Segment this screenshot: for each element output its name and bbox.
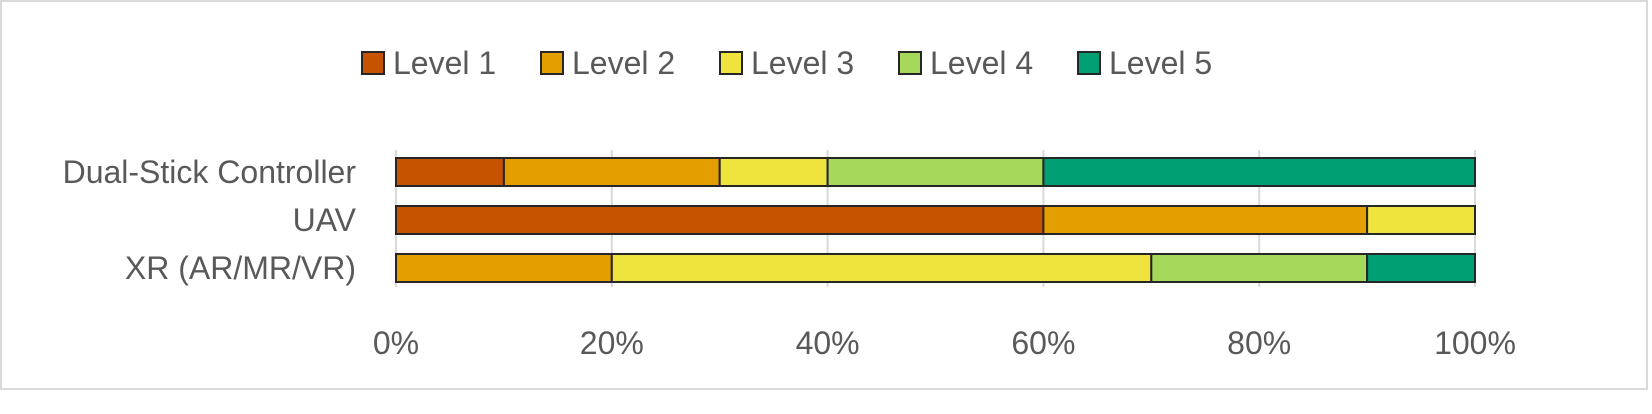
x-tick-label-0: 0%	[373, 325, 419, 361]
legend: Level 1 Level 2 Level 3 Level 4 Level 5	[361, 45, 1212, 81]
bar-segment-0-level-3	[718, 157, 829, 187]
bar-segment-0-level-1	[395, 157, 505, 187]
x-tick-label-5: 100%	[1434, 325, 1516, 361]
bar-segment-0-level-2	[502, 157, 721, 187]
x-tick-label-4: 80%	[1227, 325, 1291, 361]
x-axis-ticks: 0% 20% 40% 60% 80% 100%	[373, 325, 1516, 361]
legend-label-level-2: Level 2	[572, 45, 675, 81]
bar-segment-0-level-5	[1042, 157, 1477, 187]
bar-segment-2-level-3	[610, 253, 1153, 283]
chart-frame	[0, 0, 1648, 390]
bar-segment-1-level-1	[395, 205, 1045, 235]
bars	[395, 157, 1477, 283]
category-label-0: Dual-Stick Controller	[63, 154, 357, 190]
legend-label-level-5: Level 5	[1109, 45, 1212, 81]
legend-swatch-level-3	[719, 51, 743, 75]
legend-swatch-level-2	[540, 51, 564, 75]
bar-segment-0-level-4	[826, 157, 1045, 187]
x-tick-label-1: 20%	[580, 325, 644, 361]
x-tick-label-2: 40%	[796, 325, 860, 361]
legend-label-level-3: Level 3	[751, 45, 854, 81]
legend-label-level-4: Level 4	[930, 45, 1033, 81]
x-tick-label-3: 60%	[1011, 325, 1075, 361]
legend-swatch-level-5	[1077, 51, 1101, 75]
category-label-2: XR (AR/MR/VR)	[125, 250, 356, 286]
bar-segment-1-level-3	[1366, 205, 1476, 235]
legend-swatch-level-4	[898, 51, 922, 75]
bar-segment-2-level-4	[1150, 253, 1369, 283]
category-labels: Dual-Stick Controller UAV XR (AR/MR/VR)	[63, 154, 357, 286]
legend-label-level-1: Level 1	[393, 45, 496, 81]
category-label-1: UAV	[293, 202, 357, 238]
bar-segment-1-level-2	[1042, 205, 1369, 235]
bar-segment-2-level-2	[395, 253, 613, 283]
bar-segment-2-level-5	[1366, 253, 1476, 283]
legend-swatch-level-1	[361, 51, 385, 75]
